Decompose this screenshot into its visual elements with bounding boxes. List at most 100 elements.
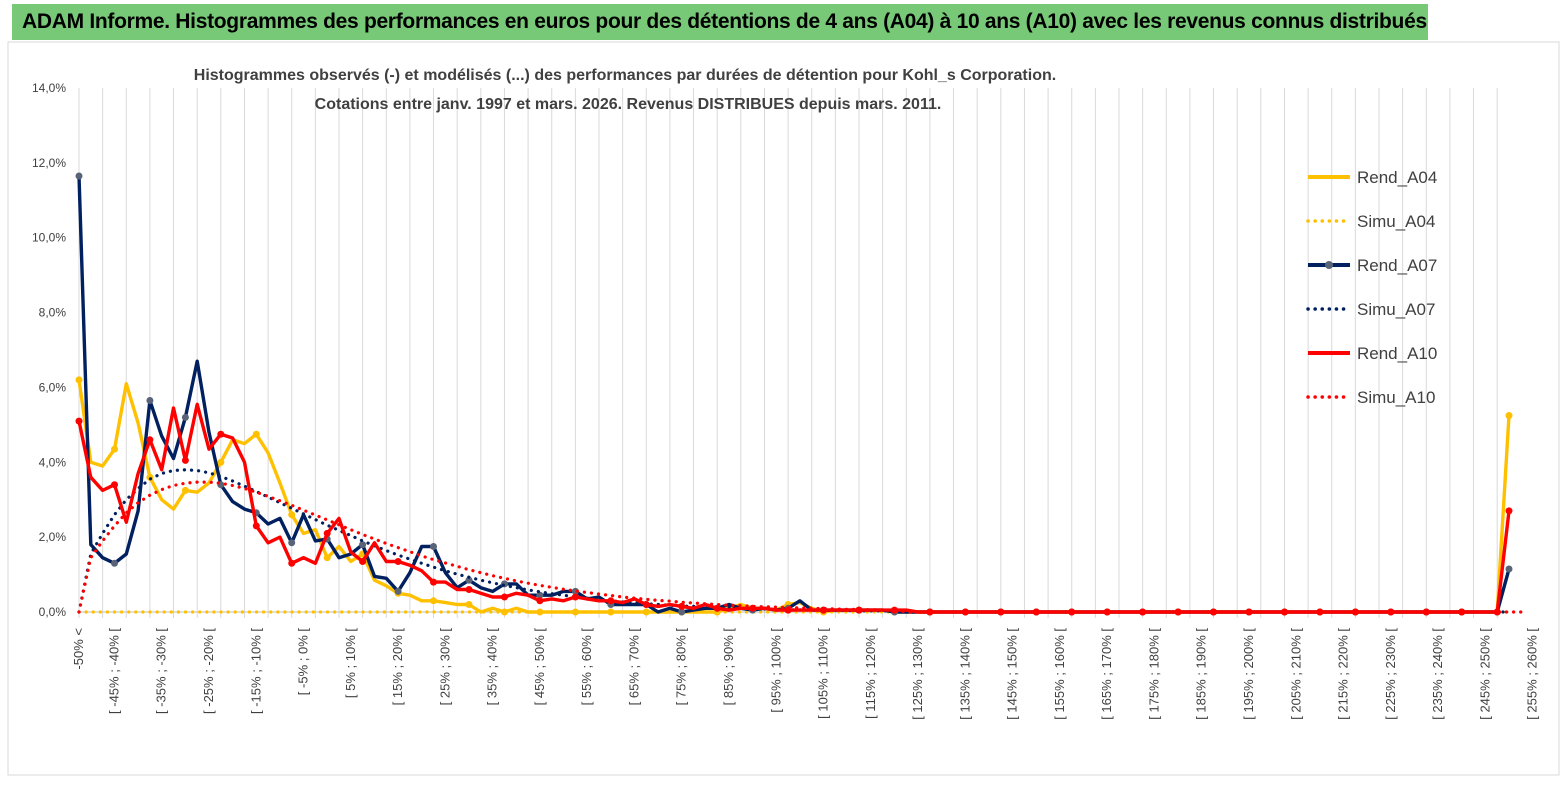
y-tick-label: 2,0% — [39, 530, 67, 544]
x-tick-label: [ 75% ; 80% [ — [674, 628, 689, 706]
data-point — [430, 597, 437, 605]
data-point — [1493, 608, 1501, 616]
x-tick-label: [ 85% ; 90% [ — [721, 628, 736, 706]
data-point — [181, 413, 189, 421]
data-point — [146, 397, 154, 404]
chart-legend: Rend_A04 Simu_A04 Rend_A07 Simu_A07 Rend_A10… — [1306, 168, 1437, 407]
x-tick-label: [ 255% ; 260% [ — [1525, 628, 1540, 720]
data-point — [394, 558, 402, 565]
x-tick-label: [ 235% ; 240% [ — [1430, 628, 1445, 720]
x-tick-label: -50% < — [71, 628, 86, 670]
x-tick-label: [ 115% ; 120% [ — [863, 628, 878, 719]
series-line — [77, 402, 1511, 614]
x-tick-label: [ -15% ; -10% [ — [248, 628, 263, 714]
series-line — [77, 175, 1511, 614]
x-tick-label: [ 205% ; 210% [ — [1288, 628, 1303, 720]
data-point — [181, 456, 189, 464]
data-point — [607, 597, 615, 605]
x-tick-label: [ 175% ; 180% [ — [1146, 628, 1161, 720]
legend-label: Simu_A10 — [1357, 388, 1435, 407]
data-point — [394, 587, 402, 595]
x-tick-label: [ -35% ; -30% [ — [154, 628, 169, 714]
data-point — [288, 539, 296, 547]
data-point — [571, 593, 579, 601]
data-point — [111, 481, 118, 489]
legend-label: Simu_A07 — [1357, 300, 1435, 319]
x-tick-label: [ 245% ; 250% [ — [1477, 628, 1492, 720]
series-line — [77, 379, 1511, 614]
legend-label: Simu_A04 — [1357, 212, 1435, 231]
series-line — [77, 480, 1523, 614]
data-point — [1422, 608, 1430, 616]
data-point — [536, 597, 544, 605]
data-point — [75, 376, 83, 384]
x-tick-label: [ -25% ; -20% [ — [201, 628, 216, 714]
data-point — [465, 586, 473, 593]
data-point — [713, 604, 721, 612]
x-tick-label: [ -5% ; 0% [ — [296, 628, 311, 696]
data-point — [359, 541, 367, 549]
data-point — [1505, 565, 1513, 573]
data-point — [1387, 608, 1395, 616]
legend-label: Rend_A04 — [1357, 168, 1437, 187]
y-tick-label: 12,0% — [32, 156, 66, 170]
data-point — [323, 554, 331, 562]
data-point — [252, 430, 260, 438]
plot-area — [75, 172, 1523, 616]
x-tick-label: [ -45% ; -40% [ — [106, 628, 121, 714]
chart-border — [7, 41, 1560, 776]
y-tick-label: 10,0% — [32, 231, 66, 245]
x-tick-label: [ 155% ; 160% [ — [1052, 628, 1067, 720]
data-point — [181, 486, 189, 494]
data-point — [678, 608, 686, 616]
data-point — [111, 445, 118, 453]
legend-item-Simu_A04: Simu_A04 — [1306, 212, 1435, 231]
x-tick-label: [ 195% ; 200% [ — [1241, 628, 1256, 720]
data-point — [217, 430, 225, 438]
y-tick-label: 6,0% — [39, 380, 67, 394]
data-point — [465, 601, 473, 608]
x-tick-label: [ 125% ; 130% [ — [910, 628, 925, 720]
data-point — [288, 511, 296, 519]
x-tick-label: [ 105% ; 110% [ — [816, 628, 831, 719]
x-axis: -50% < [ -45% ; -40% [ [ -35% ; -30% [ [ -2… — [71, 628, 1540, 720]
data-point — [217, 458, 225, 466]
x-tick-label: [ 35% ; 40% [ — [485, 628, 500, 706]
data-point — [288, 559, 296, 567]
legend-item-Rend_A10: Rend_A10 — [1308, 344, 1437, 363]
y-tick-label: 0,0% — [39, 605, 67, 619]
report-title: ADAM Informe. Histogrammes des performan… — [22, 10, 1427, 33]
data-point — [323, 529, 331, 537]
data-point — [1351, 608, 1359, 616]
legend-marker — [1325, 261, 1333, 269]
chart-grid — [7, 41, 1560, 776]
y-axis: 0,0% 2,0% 4,0% 6,0% 8,0% 10,0% 12,0% 14,0% — [32, 81, 66, 619]
y-tick-label: 8,0% — [39, 306, 67, 320]
series-Rend_A07 — [75, 172, 1513, 616]
data-point — [111, 559, 118, 567]
x-tick-label: [ 65% ; 70% [ — [626, 628, 641, 706]
data-point — [359, 558, 367, 565]
data-point — [1505, 507, 1513, 515]
legend-label: Rend_A10 — [1357, 344, 1437, 363]
x-tick-label: [ 145% ; 150% [ — [1005, 628, 1020, 720]
data-point — [252, 522, 260, 530]
legend-item-Simu_A10: Simu_A10 — [1306, 388, 1435, 407]
legend-label: Rend_A07 — [1357, 256, 1437, 275]
data-point — [642, 601, 650, 608]
x-tick-label: [ 135% ; 140% [ — [957, 628, 972, 720]
data-point — [1103, 608, 1111, 616]
data-point — [430, 543, 437, 550]
data-point — [1245, 608, 1253, 616]
legend-item-Simu_A07: Simu_A07 — [1306, 300, 1435, 319]
data-point — [536, 591, 544, 599]
x-tick-label: [ 55% ; 60% [ — [579, 628, 594, 706]
data-point — [678, 602, 686, 610]
x-tick-label: [ 5% ; 10% [ — [343, 628, 358, 698]
series-Simu_A10 — [77, 480, 1523, 614]
report-banner: ADAM Informe. Histogrammes des performan… — [12, 4, 1428, 40]
y-tick-label: 14,0% — [32, 81, 66, 95]
x-tick-label: [ 45% ; 50% [ — [532, 628, 547, 706]
data-point — [571, 587, 579, 595]
